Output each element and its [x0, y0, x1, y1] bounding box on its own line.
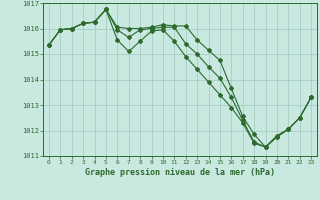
X-axis label: Graphe pression niveau de la mer (hPa): Graphe pression niveau de la mer (hPa): [85, 168, 275, 177]
